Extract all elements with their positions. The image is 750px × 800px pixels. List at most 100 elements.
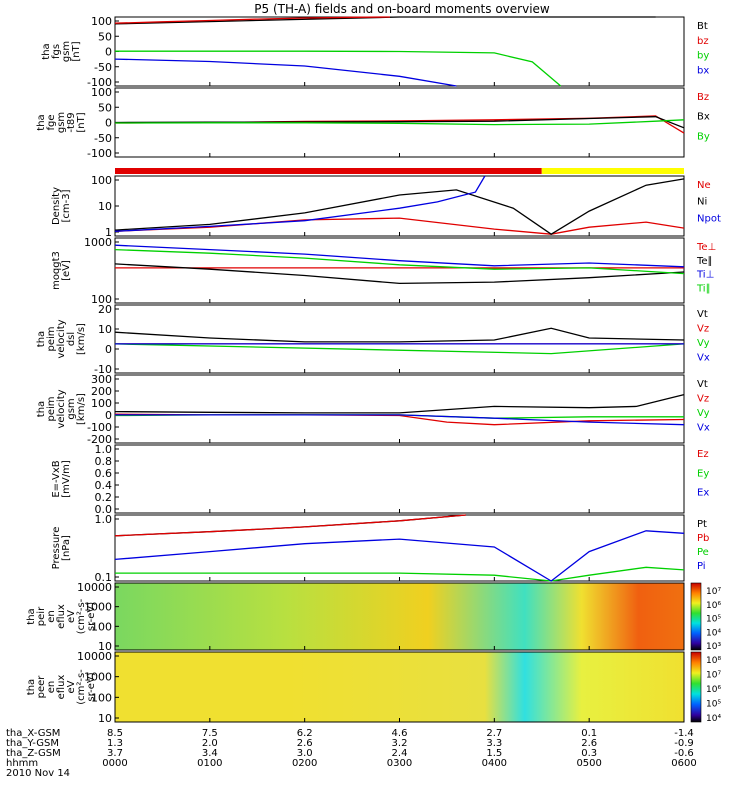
y-axis-label: eV bbox=[66, 680, 77, 693]
series-line-ti⊥ bbox=[114, 244, 685, 268]
y-tick-label: 100 bbox=[91, 397, 112, 410]
axis-row-value: 3.4 bbox=[202, 748, 218, 759]
y-axis-label: [km/s] bbox=[76, 323, 87, 355]
y-axis-label: tha bbox=[36, 114, 47, 130]
y-tick-label: 100 bbox=[91, 620, 112, 633]
legend-entry: Te∥ bbox=[696, 256, 713, 267]
y-axis-label: tha bbox=[36, 331, 47, 347]
y-axis-label: Density bbox=[51, 187, 62, 225]
figure-title: P5 (TH-A) fields and on-board moments ov… bbox=[254, 2, 550, 16]
panel-1: 100 50 0 -50 -100 tha fgs gsm [nT] Bt bz by bx bbox=[41, 15, 709, 89]
y-tick-label: 10000 bbox=[77, 581, 112, 594]
axis-row-value: 2.4 bbox=[392, 748, 408, 759]
y-tick-label: 0.2 bbox=[95, 491, 113, 504]
y-tick-label: 20 bbox=[98, 303, 112, 316]
y-tick-label: 1000 bbox=[84, 671, 112, 684]
legend-entry: Pt bbox=[697, 519, 707, 530]
colorbar-tick-label: 10⁴ bbox=[706, 628, 721, 638]
panel-3: 100 10 1 Density [cm-3] Ne Ni Npot bbox=[51, 168, 721, 239]
legend-entry: By bbox=[697, 131, 710, 142]
panel-frame bbox=[114, 304, 685, 374]
y-tick-label: 300 bbox=[91, 373, 112, 386]
legend-entry: Ex bbox=[697, 488, 709, 499]
colorbar-tick-label: 10⁷ bbox=[706, 671, 721, 681]
y-tick-label: 10000 bbox=[77, 650, 112, 663]
y-axis-label: sr-eV) bbox=[86, 672, 97, 701]
y-tick-label: -200 bbox=[87, 433, 112, 446]
colorbar-tick-label: 10⁴ bbox=[706, 714, 721, 724]
legend-entry: Ti⊥ bbox=[696, 270, 714, 281]
axis-row-value: 0300 bbox=[387, 758, 412, 769]
legend-entry: Bt bbox=[697, 21, 708, 32]
y-tick-label: 0.8 bbox=[95, 455, 113, 468]
y-tick-label: 0.0 bbox=[95, 503, 113, 516]
panel-frame bbox=[114, 237, 685, 304]
y-tick-label: 100 bbox=[91, 293, 112, 306]
panel-5: 20 10 0 -10 tha peim velocity dsl [km/s] Vt Vz Vy Vx bbox=[36, 303, 710, 376]
series-line-by bbox=[114, 119, 685, 126]
axis-row-value: 3.0 bbox=[297, 748, 313, 759]
legend-entry: Vx bbox=[697, 423, 710, 434]
y-axis-label: eV bbox=[66, 610, 77, 623]
axis-row-value: 3.7 bbox=[107, 748, 123, 759]
axis-row-value: 1.3 bbox=[107, 738, 123, 749]
y-axis-label: fge bbox=[46, 114, 57, 130]
legend-entry: bx bbox=[697, 65, 709, 76]
y-tick-label: -10 bbox=[94, 363, 112, 376]
date-label: 2010 Nov 14 bbox=[6, 768, 70, 779]
axis-row-value: 8.5 bbox=[107, 728, 123, 739]
axis-row-value: 2.0 bbox=[202, 738, 218, 749]
axis-row-label: hhmm bbox=[6, 758, 38, 769]
series-line-pb bbox=[114, 514, 466, 537]
series-line-vy bbox=[114, 343, 685, 355]
y-axis-label: gsm bbox=[56, 112, 67, 133]
y-axis-label: peim bbox=[46, 326, 57, 351]
status-bar-segment bbox=[541, 168, 684, 174]
panel-4: 1000 100 moqgt3 [eV] Te⊥ Te∥ Ti⊥ Ti∥ bbox=[51, 236, 716, 306]
colorbar-tick-label: 10⁵ bbox=[706, 615, 721, 625]
y-axis-label: E=-VxB bbox=[51, 460, 62, 497]
y-axis-label: fgs bbox=[51, 44, 62, 59]
y-tick-label: -50 bbox=[94, 61, 112, 74]
y-axis-label: velocity bbox=[56, 389, 67, 428]
series-line-ti∥ bbox=[114, 248, 685, 275]
y-tick-label: 0.4 bbox=[95, 479, 113, 492]
y-tick-label: 1000 bbox=[84, 236, 112, 249]
y-tick-label: 0 bbox=[105, 117, 112, 130]
spectrogram bbox=[115, 652, 684, 722]
legend-entry: Bz bbox=[697, 92, 709, 103]
series-line-by bbox=[115, 50, 562, 87]
y-axis-label: moqgt3 bbox=[51, 251, 62, 290]
series-line-npot bbox=[114, 175, 486, 232]
y-axis-label: gsm bbox=[66, 398, 77, 419]
y-axis-label: [nT] bbox=[76, 112, 87, 132]
y-tick-label: 10 bbox=[98, 640, 112, 653]
axis-row-value: -1.4 bbox=[674, 728, 694, 739]
spectrogram bbox=[115, 583, 684, 650]
axis-row-label: tha_X-GSM bbox=[6, 728, 60, 739]
legend-entry: Pe bbox=[697, 547, 709, 558]
y-tick-label: 200 bbox=[91, 385, 112, 398]
y-axis-label: dsl bbox=[66, 332, 77, 346]
y-tick-label: 10 bbox=[98, 323, 112, 336]
colorbar-tick-label: 10³ bbox=[706, 642, 721, 652]
axis-row-label: tha_Z-GSM bbox=[6, 748, 61, 759]
axis-row-value: 0000 bbox=[102, 758, 127, 769]
y-tick-label: 50 bbox=[98, 101, 112, 114]
legend-entry: Ey bbox=[697, 468, 709, 479]
y-axis-label: tha bbox=[26, 608, 37, 624]
y-tick-label: -100 bbox=[87, 421, 112, 434]
y-axis-label: en bbox=[46, 610, 57, 623]
y-tick-label: -100 bbox=[87, 147, 112, 160]
y-tick-label: 0 bbox=[105, 46, 112, 59]
panel-9: 10⁷ 10⁶ 10⁵ 10⁴ 10³ 10000 1000 100 10 tha peir en ef… bbox=[26, 581, 721, 653]
y-tick-label: 10 bbox=[98, 712, 112, 725]
y-tick-label: 0.1 bbox=[95, 571, 113, 584]
axis-row-value: 2.6 bbox=[297, 738, 313, 749]
axis-row-value: 3.2 bbox=[392, 738, 408, 749]
series-line-bx bbox=[114, 58, 457, 87]
y-tick-label: 100 bbox=[91, 691, 112, 704]
legend-entry: Vt bbox=[697, 379, 708, 390]
axis-row-value: 6.2 bbox=[297, 728, 313, 739]
